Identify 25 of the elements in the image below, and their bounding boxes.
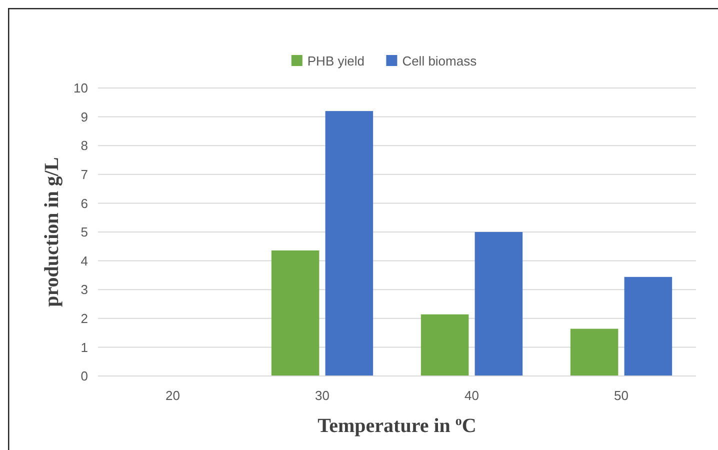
x-tick-label: 40 — [464, 388, 479, 403]
bar — [570, 328, 618, 376]
legend-label: PHB yield — [307, 54, 364, 69]
bar — [271, 250, 320, 376]
y-tick-label: 7 — [80, 166, 88, 182]
y-tick-label: 6 — [80, 196, 88, 211]
y-tick-label: 0 — [80, 368, 88, 384]
x-tick-label: 50 — [614, 388, 628, 403]
y-axis-title: production in g/L — [41, 157, 63, 307]
y-tick-label: 2 — [80, 310, 88, 326]
bar — [624, 276, 672, 376]
x-tick-label: 20 — [166, 388, 180, 403]
x-axis-title: Temperature in $^{o}$C — [318, 412, 476, 437]
y-tick-label: 5 — [80, 224, 88, 240]
y-tick-label: 1 — [80, 340, 88, 355]
legend-label: Cell biomass — [402, 54, 478, 69]
y-tick-label: 4 — [80, 253, 88, 268]
bar — [325, 111, 374, 376]
y-tick-label: 10 — [74, 80, 88, 96]
y-tick-label: 9 — [80, 109, 88, 124]
x-tick-label: 30 — [315, 388, 330, 403]
y-tick-label: 8 — [80, 138, 88, 154]
bar — [474, 232, 523, 376]
bar — [420, 314, 469, 376]
y-tick-label: 3 — [80, 282, 88, 298]
